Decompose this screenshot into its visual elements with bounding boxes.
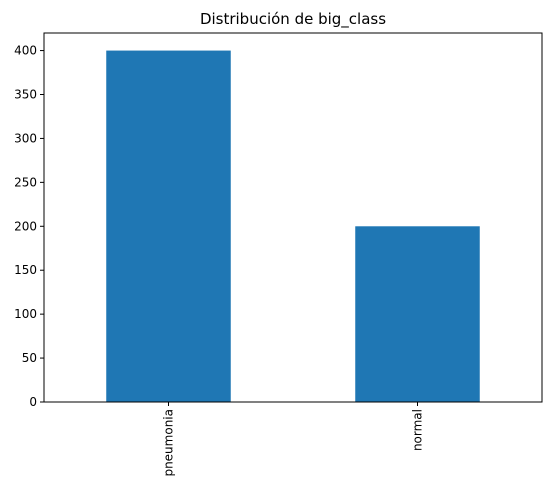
bar-pneumonia — [106, 50, 231, 402]
y-tick-label: 200 — [14, 219, 37, 233]
y-tick-label: 150 — [14, 263, 37, 277]
y-tick-label: 400 — [14, 44, 37, 58]
y-tick-label: 0 — [29, 395, 37, 409]
x-tick-label-normal: normal — [411, 409, 425, 451]
plot-frame — [43, 32, 543, 403]
bar-normal — [355, 226, 480, 402]
y-tick-label: 250 — [14, 175, 37, 189]
y-tick-label: 50 — [22, 351, 37, 365]
chart-title: Distribución de big_class — [200, 10, 386, 29]
x-tick-label-pneumonia: pneumonia — [162, 409, 176, 477]
y-axis: 0 50 100 150 200 250 300 350 400 — [14, 44, 44, 409]
bars-group — [106, 50, 480, 402]
y-tick-label: 350 — [14, 88, 37, 102]
y-tick-label: 300 — [14, 131, 37, 145]
x-axis: pneumonia normal — [162, 402, 425, 477]
y-tick-label: 100 — [14, 307, 37, 321]
